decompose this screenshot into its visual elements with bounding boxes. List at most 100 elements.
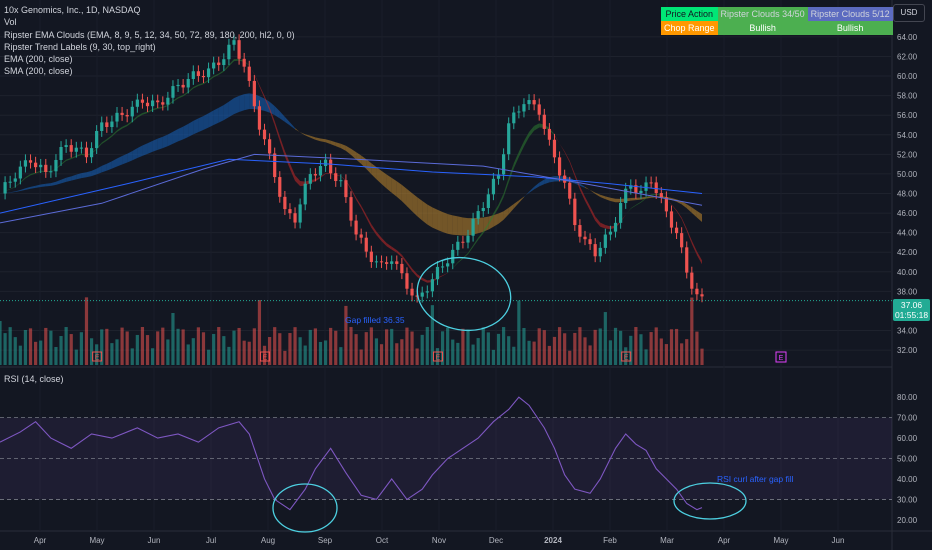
symbol-title[interactable]: 10x Genomics, Inc., 1D, NASDAQ: [4, 5, 141, 15]
ema-cloud-8-9: [356, 197, 362, 209]
ema-cloud-8-9: [223, 64, 229, 72]
volume-bar: [79, 332, 83, 365]
ema-cloud-8-9: [457, 257, 463, 263]
ema-cloud-8-9: [468, 245, 474, 255]
indicator-legend: 10x Genomics, Inc., 1D, NASDAQ Vol Ripst…: [4, 4, 295, 78]
ema-cloud-34-50: [640, 196, 647, 200]
volume-bar: [69, 334, 73, 365]
candle-body: [135, 99, 139, 107]
volume-bar: [690, 297, 694, 365]
ema-cloud-34-50: [340, 143, 346, 151]
candle-body: [323, 159, 328, 167]
candle-body: [145, 102, 150, 107]
volume-bar: [430, 305, 434, 365]
candle-body: [39, 164, 43, 168]
ema-cloud-34-50: [590, 190, 596, 194]
volume-bar: [186, 344, 190, 365]
candle-body: [54, 159, 58, 172]
time-tick-label: Jul: [206, 536, 216, 545]
ema-cloud-8-9: [315, 176, 321, 182]
volume-bar: [313, 328, 317, 365]
rsi-curl-annotation[interactable]: RSI curl after gap fill: [717, 474, 794, 484]
indicator-sma[interactable]: SMA (200, close): [4, 66, 73, 77]
currency-button[interactable]: USD: [893, 4, 925, 22]
volume-bar: [89, 338, 94, 365]
candle-body: [308, 174, 312, 184]
ema-cloud-34-50: [498, 211, 504, 224]
indicator-ema-clouds[interactable]: Ripster EMA Clouds (EMA, 8, 9, 5, 12, 34…: [4, 29, 295, 40]
ema-cloud-34-50: [432, 207, 438, 230]
candle-body: [588, 239, 592, 245]
ema-cloud-34-50: [188, 120, 194, 137]
volume-bar: [34, 341, 38, 365]
gap-filled-annotation[interactable]: Gap filled 36.35: [345, 315, 405, 325]
volume-bar: [700, 348, 704, 365]
volume-bar: [481, 327, 485, 365]
ema-cloud-34-50: [137, 145, 143, 158]
indicator-trend-labels[interactable]: Ripster Trend Labels (9, 30, top_right): [4, 41, 156, 52]
volume-bar: [619, 330, 623, 365]
ema-cloud-34-50: [320, 138, 326, 143]
ema-cloud-34-50: [483, 216, 489, 232]
sma-200-line: [0, 153, 703, 224]
candle-body: [613, 222, 618, 232]
candle-body: [201, 75, 206, 78]
ema-cloud-34-50: [396, 181, 402, 202]
ema-cloud-34-50: [585, 186, 591, 191]
candle-body: [364, 237, 368, 252]
volume-bar: [527, 340, 531, 365]
time-tick-label: May: [89, 536, 104, 545]
volume-bar: [242, 340, 246, 365]
indicator-volume[interactable]: Vol: [4, 17, 17, 28]
ema-cloud-34-50: [30, 185, 36, 189]
price-tick-label: 38.00: [897, 287, 918, 296]
volume-bar: [573, 332, 577, 365]
rsi-legend[interactable]: RSI (14, close): [4, 374, 64, 384]
ema-cloud-34-50: [50, 181, 56, 186]
ema-cloud-8-9: [590, 206, 596, 221]
candle-body: [339, 180, 343, 182]
volume-bar: [161, 327, 165, 365]
candle-body: [69, 145, 73, 152]
ema-cloud-34-50: [513, 200, 519, 209]
ema-cloud-34-50: [279, 111, 285, 122]
candle-body: [420, 292, 424, 297]
ema-cloud-8-9: [203, 79, 209, 85]
ema-cloud-8-9: [574, 173, 580, 190]
ema-cloud-8-9: [483, 222, 489, 234]
rsi-circle-mar: [673, 482, 747, 520]
ema-cloud-8-9: [101, 139, 107, 144]
ema-cloud-8-9: [279, 136, 285, 157]
volume-bar: [171, 313, 175, 365]
rsi-tick-label: 80.00: [897, 393, 918, 402]
ema-cloud-8-9: [162, 104, 168, 109]
ema-cloud-34-50: [345, 145, 351, 155]
volume-bar: [471, 344, 475, 365]
volume-bar: [639, 334, 643, 365]
volume-bar: [293, 327, 297, 365]
price-tick-label: 62.00: [897, 52, 918, 61]
indicator-ema[interactable]: EMA (200, close): [4, 54, 73, 65]
ema-cloud-8-9: [188, 86, 194, 93]
ema-cloud-34-50: [523, 191, 530, 198]
candle-body: [105, 122, 109, 127]
volume-bar: [461, 328, 465, 365]
ema-cloud-34-50: [117, 156, 123, 167]
earnings-marker: [92, 351, 103, 362]
volume-bar: [323, 340, 328, 365]
volume-bar: [517, 300, 521, 365]
candle-body: [227, 44, 231, 60]
ema-cloud-8-9: [396, 250, 402, 258]
ema-cloud-34-50: [142, 143, 148, 156]
volume-bar: [59, 336, 63, 365]
ema-cloud-8-9: [676, 210, 682, 220]
ema-cloud-8-9: [198, 82, 204, 87]
volume-bar: [664, 344, 668, 365]
price-tick-label: 56.00: [897, 111, 918, 120]
ema-cloud-8-9: [381, 237, 387, 247]
candle-body: [318, 166, 323, 176]
candle-body: [700, 294, 704, 297]
candle-body: [115, 112, 119, 122]
ema-cloud-8-9: [696, 251, 702, 265]
